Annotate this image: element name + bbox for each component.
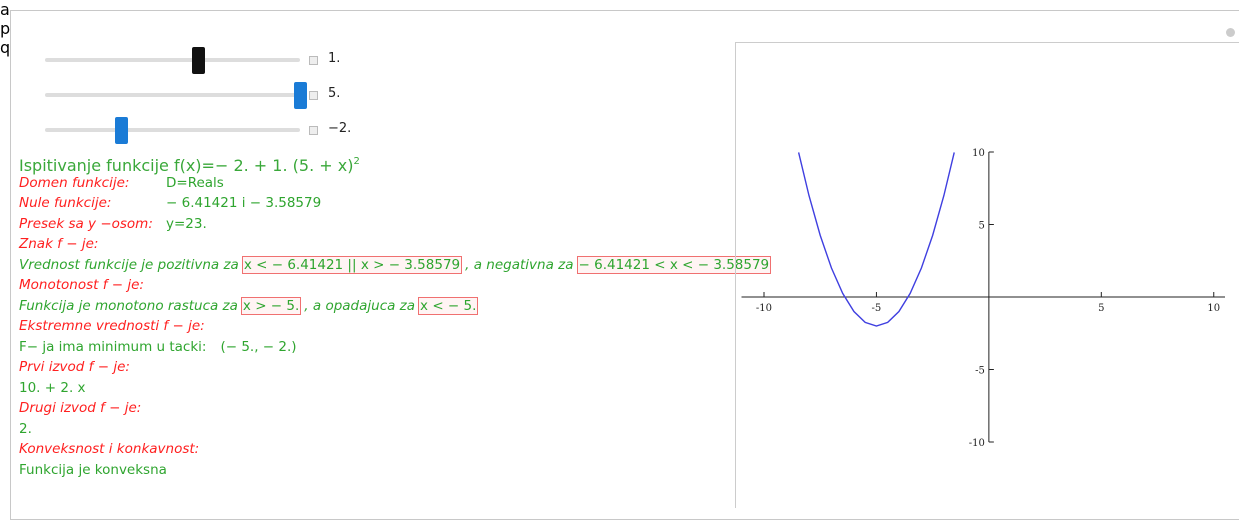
text-label: Nule funkcije:	[19, 195, 112, 211]
text-row: 2.	[19, 419, 774, 440]
text-label: Znak f − je:	[19, 236, 99, 252]
text-row: Presek sa y −osom: y=23.	[19, 214, 774, 235]
x-tick-label: -5	[872, 303, 882, 314]
slider-name: q	[0, 38, 11, 57]
text-row: Ispitivanje funkcije f(x)=− 2. + 1. (5. …	[19, 152, 774, 175]
text-box: x > − 5.	[240, 296, 302, 315]
slider-value: 1.	[328, 51, 341, 66]
slider-value: 5.	[328, 86, 341, 101]
text-value: F− ja ima minimum u tacki:	[19, 338, 207, 355]
close-button[interactable]	[1226, 28, 1235, 37]
text-row: Konveksnost i konkavnost:	[19, 439, 774, 460]
text-box: x < − 6.41421 || x > − 3.58579	[241, 255, 463, 274]
text-box: x < − 5.	[418, 296, 479, 315]
plot: -10 -5 5 10 -10 -5 5 10	[735, 42, 1239, 508]
text-row: Monotonost f − je:	[19, 275, 774, 296]
slider-expand[interactable]	[309, 126, 318, 135]
y-tick-label: 5	[978, 221, 984, 232]
text-label: Ekstremne vrednosti f − je:	[19, 318, 205, 334]
sliders: a 1. p 5. q −2.	[0, 0, 1239, 144]
text-row: Drugi izvod f − je:	[19, 398, 774, 419]
y-tick-label: -10	[969, 438, 985, 449]
text-label: Presek sa y −osom:	[19, 215, 153, 232]
text-col-value: − 6.41421 i − 3.58579	[166, 195, 322, 211]
text-col-value: y=23.	[166, 215, 207, 232]
text-row: Funkcija je monotono rastuca za x > − 5.,…	[19, 296, 774, 317]
slider-track[interactable]	[45, 93, 300, 97]
text-output: Ispitivanje funkcije f(x)=− 2. + 1. (5. …	[19, 152, 774, 480]
text-label: Konveksnost i konkavnost:	[19, 441, 200, 457]
text-value: 10. + 2. x	[19, 379, 86, 396]
x-tick-label: 10	[1207, 303, 1220, 314]
text-gap-value: (− 5., − 2.)	[220, 338, 297, 355]
curve	[797, 152, 955, 327]
text-row: 10. + 2. x	[19, 378, 774, 399]
slider-thumb[interactable]	[191, 47, 205, 74]
slider-name: p	[0, 19, 11, 38]
text-row: F− ja ima minimum u tacki: (− 5., − 2.)	[19, 337, 774, 358]
text-row: Ekstremne vrednosti f − je:	[19, 316, 774, 337]
slider-thumb[interactable]	[293, 82, 307, 109]
text-row: Nule funkcije: − 6.41421 i − 3.58579	[19, 193, 774, 214]
text-row: Znak f − je:	[19, 234, 774, 255]
slider-expand[interactable]	[309, 91, 318, 100]
text-row: Vrednost funkcije je pozitivna za x < − 6…	[19, 255, 774, 276]
x-tick-label: 5	[1098, 303, 1104, 314]
text-label: Domen funkcije:	[19, 174, 130, 191]
text-value: 2.	[19, 420, 32, 437]
text-label: Monotonost f − je:	[19, 277, 144, 293]
slider-value: −2.	[328, 121, 352, 136]
x-tick-label: -10	[756, 303, 772, 314]
text-title: Ispitivanje funkcije f(x)=− 2. + 1. (5. …	[19, 156, 354, 175]
slider-thumb[interactable]	[115, 117, 128, 144]
text-value-italic: Funkcija je monotono rastuca za	[19, 297, 238, 314]
text-label: Prvi izvod f − je:	[19, 359, 130, 375]
text-value-italic: , a opadajuca za	[304, 297, 416, 314]
text-row: Domen funkcije: D=Reals	[19, 173, 774, 194]
text-col-value: D=Reals	[166, 174, 224, 191]
text-sup: 2	[353, 156, 360, 167]
text-row: Funkcija je konveksna	[19, 460, 774, 481]
text-box: − 6.41421 < x < − 3.58579	[576, 255, 772, 274]
y-tick-label: -5	[975, 366, 985, 377]
text-value-italic: Vrednost funkcije je pozitivna za	[19, 256, 239, 273]
slider-track[interactable]	[45, 128, 300, 132]
text-row: Prvi izvod f − je:	[19, 357, 774, 378]
slider-track[interactable]	[45, 58, 300, 62]
y-tick-label: 10	[972, 148, 985, 159]
text-value-italic: , a negativna za	[465, 256, 574, 273]
text-label: Drugi izvod f − je:	[19, 400, 142, 416]
slider-name: a	[0, 0, 10, 19]
slider-expand[interactable]	[309, 56, 318, 65]
text-value: Funkcija je konveksna	[19, 461, 167, 478]
